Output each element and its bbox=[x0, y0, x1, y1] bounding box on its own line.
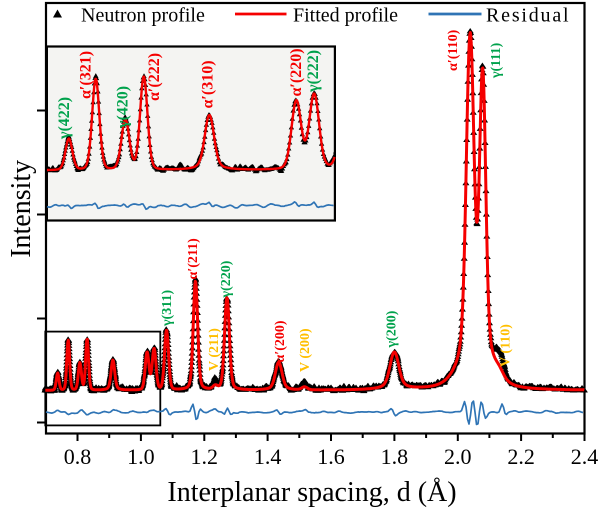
svg-text:α′(211): α′(211) bbox=[186, 238, 201, 280]
svg-text:γ(422): γ(422) bbox=[56, 97, 73, 140]
svg-text:α′(310): α′(310) bbox=[199, 60, 216, 108]
svg-text:γ(311): γ(311) bbox=[160, 290, 175, 327]
svg-text:Fitted profile: Fitted profile bbox=[293, 5, 398, 27]
svg-text:1.4: 1.4 bbox=[254, 444, 282, 469]
svg-text:V (211): V (211) bbox=[207, 328, 222, 371]
svg-text:Neutron profile: Neutron profile bbox=[81, 5, 205, 27]
svg-text:Residual: Residual bbox=[486, 5, 570, 27]
svg-text:γ(200): γ(200) bbox=[384, 310, 399, 348]
svg-text:0.8: 0.8 bbox=[64, 444, 92, 469]
svg-text:1.0: 1.0 bbox=[127, 444, 155, 469]
svg-text:1.2: 1.2 bbox=[191, 444, 219, 469]
svg-text:Interplanar spacing, d (Å): Interplanar spacing, d (Å) bbox=[167, 477, 456, 508]
svg-text:γ(222): γ(222) bbox=[305, 50, 322, 93]
svg-text:α′(321): α′(321) bbox=[77, 51, 94, 99]
svg-text:1.6: 1.6 bbox=[317, 444, 345, 469]
svg-text:2.0: 2.0 bbox=[444, 444, 472, 469]
svg-text:γ(220): γ(220) bbox=[219, 260, 234, 298]
svg-text:γ(420): γ(420) bbox=[115, 86, 132, 129]
svg-text:α′(200): α′(200) bbox=[273, 320, 288, 362]
svg-text:2.2: 2.2 bbox=[507, 444, 535, 469]
svg-text:V (200): V (200) bbox=[298, 328, 313, 372]
svg-text:Intensity: Intensity bbox=[6, 160, 37, 258]
svg-text:V (110): V (110) bbox=[499, 324, 514, 367]
svg-text:1.8: 1.8 bbox=[381, 444, 409, 469]
svg-text:α′(220): α′(220) bbox=[288, 48, 305, 96]
svg-text:2.4: 2.4 bbox=[571, 444, 599, 469]
svg-text:α′(222): α′(222) bbox=[146, 53, 163, 101]
svg-text:α′(110): α′(110) bbox=[446, 29, 461, 71]
svg-text:γ(111): γ(111) bbox=[489, 42, 504, 79]
